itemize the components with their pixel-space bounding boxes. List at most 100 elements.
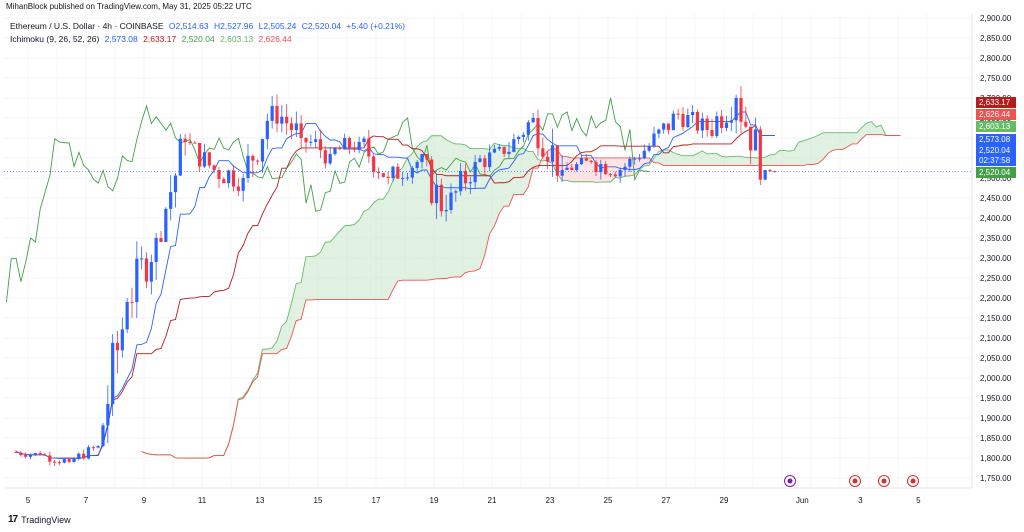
candle-body xyxy=(391,166,395,178)
candle-body xyxy=(202,152,207,167)
candle-body xyxy=(497,146,501,149)
candle-body xyxy=(173,175,178,193)
ichimoku-cloud-segment xyxy=(417,142,422,281)
y-tick-label: 2,000.00 xyxy=(980,374,1012,383)
candle-body xyxy=(483,158,487,168)
kijun-value: 2,633.17 xyxy=(143,34,177,44)
ichimoku-title[interactable]: Ichimoku (9, 26, 52, 26) xyxy=(10,34,100,44)
ichimoku-cloud-segment xyxy=(765,154,770,166)
candle-body xyxy=(251,155,255,161)
candle-body xyxy=(434,184,439,204)
y-tick-label: 2,800.00 xyxy=(980,54,1012,63)
ichimoku-cloud-segment xyxy=(702,150,708,166)
candle-body xyxy=(222,179,226,184)
ichimoku-cloud-segment xyxy=(692,153,698,166)
candle-body xyxy=(130,302,134,303)
ichimoku-cloud-segment xyxy=(837,132,843,150)
ichimoku-cloud-segment xyxy=(504,145,509,207)
candle-body xyxy=(526,122,530,135)
candle-body xyxy=(381,173,385,177)
candle-body xyxy=(154,238,158,262)
ichimoku-cloud-segment xyxy=(668,149,674,166)
candle-body xyxy=(575,164,579,171)
us-flag-event-icon xyxy=(910,478,916,484)
tv-logo-icon: 17 xyxy=(8,514,18,525)
candle-body xyxy=(14,452,18,453)
ichimoku-cloud-segment xyxy=(827,132,833,154)
price-tag-label: 2,633.17 xyxy=(976,96,1016,108)
candle-body xyxy=(608,174,613,176)
ichimoku-cloud-segment xyxy=(392,172,398,290)
candle-body xyxy=(758,129,762,180)
candle-body xyxy=(333,148,337,154)
candle-body xyxy=(367,138,371,157)
ichimoku-cloud-segment xyxy=(388,180,393,300)
ichimoku-cloud-segment xyxy=(586,157,592,182)
open-value: O2,514.63 xyxy=(168,21,209,31)
candle-body xyxy=(111,342,115,405)
ichimoku-cloud-segment xyxy=(325,242,331,300)
candle-body xyxy=(140,258,144,260)
candle-body xyxy=(749,126,753,151)
ichimoku-cloud-segment xyxy=(378,199,384,300)
ichimoku-cloud-segment xyxy=(373,199,379,300)
candle-body xyxy=(488,152,492,168)
ichimoku-cloud-segment xyxy=(339,225,345,300)
y-tick-label: 1,850.00 xyxy=(980,434,1012,443)
candle-body xyxy=(48,455,52,462)
ichimoku-cloud-segment xyxy=(508,145,514,207)
chikou-span-line xyxy=(5,97,650,303)
candle-body xyxy=(212,165,216,170)
candle-body xyxy=(671,113,675,131)
close-value: C2,520.04 xyxy=(301,21,342,31)
ichimoku-cloud-segment xyxy=(455,143,461,277)
x-tick-label: 3 xyxy=(858,496,863,505)
y-tick-label: 2,900.00 xyxy=(980,14,1012,23)
ichimoku-cloud-segment xyxy=(354,220,360,300)
candle-body xyxy=(91,447,95,449)
candle-body xyxy=(715,116,719,136)
x-tick-label: 17 xyxy=(372,496,381,505)
candle-body xyxy=(285,116,289,124)
span-b-value: 2,626.44 xyxy=(258,34,292,44)
ichimoku-cloud-segment xyxy=(789,150,795,166)
candle-body xyxy=(729,120,733,123)
ichimoku-cloud-segment xyxy=(446,139,451,279)
ichimoku-cloud-segment xyxy=(310,255,316,300)
symbol-title[interactable]: Ethereum / U.S. Dollar · 4h · COINBASE xyxy=(10,21,164,31)
candle-body xyxy=(405,177,410,179)
y-tick-label: 1,950.00 xyxy=(980,394,1012,403)
ichimoku-cloud-segment xyxy=(320,242,326,300)
ichimoku-cloud-segment xyxy=(716,153,722,166)
y-tick-label: 2,300.00 xyxy=(980,254,1012,263)
candle-body xyxy=(115,342,120,351)
candle-body xyxy=(67,459,71,462)
candle-body xyxy=(53,461,57,463)
candle-body xyxy=(618,170,622,177)
candle-body xyxy=(183,138,187,142)
ichimoku-cloud-segment xyxy=(349,224,355,300)
candle-body xyxy=(323,150,327,164)
kijun-sen-line xyxy=(15,124,775,459)
us-flag-event-icon xyxy=(852,478,858,484)
ichimoku-cloud-segment xyxy=(431,135,437,280)
ichimoku-cloud-segment xyxy=(745,157,751,166)
ichimoku-cloud-segment xyxy=(397,167,403,282)
candle-body xyxy=(33,453,37,455)
price-tag-label: 2,520.04 xyxy=(976,144,1016,156)
price-tag-label: 2,603.13 xyxy=(976,120,1016,132)
candle-body xyxy=(227,170,231,184)
tradingview-logo[interactable]: 17 TradingView xyxy=(8,514,71,525)
ichimoku-cloud-segment xyxy=(499,144,505,214)
candle-body xyxy=(101,425,105,446)
candle-body xyxy=(309,141,313,143)
candle-body xyxy=(720,116,724,128)
chart-legend: Ethereum / U.S. Dollar · 4h · COINBASE O… xyxy=(10,20,405,46)
ichimoku-cloud-segment xyxy=(334,231,340,300)
candle-body xyxy=(662,123,666,130)
candle-body xyxy=(304,138,308,143)
ichimoku-cloud-segment xyxy=(262,349,268,354)
chikou-value: 2,520.04 xyxy=(181,34,215,44)
candle-body xyxy=(536,118,540,149)
